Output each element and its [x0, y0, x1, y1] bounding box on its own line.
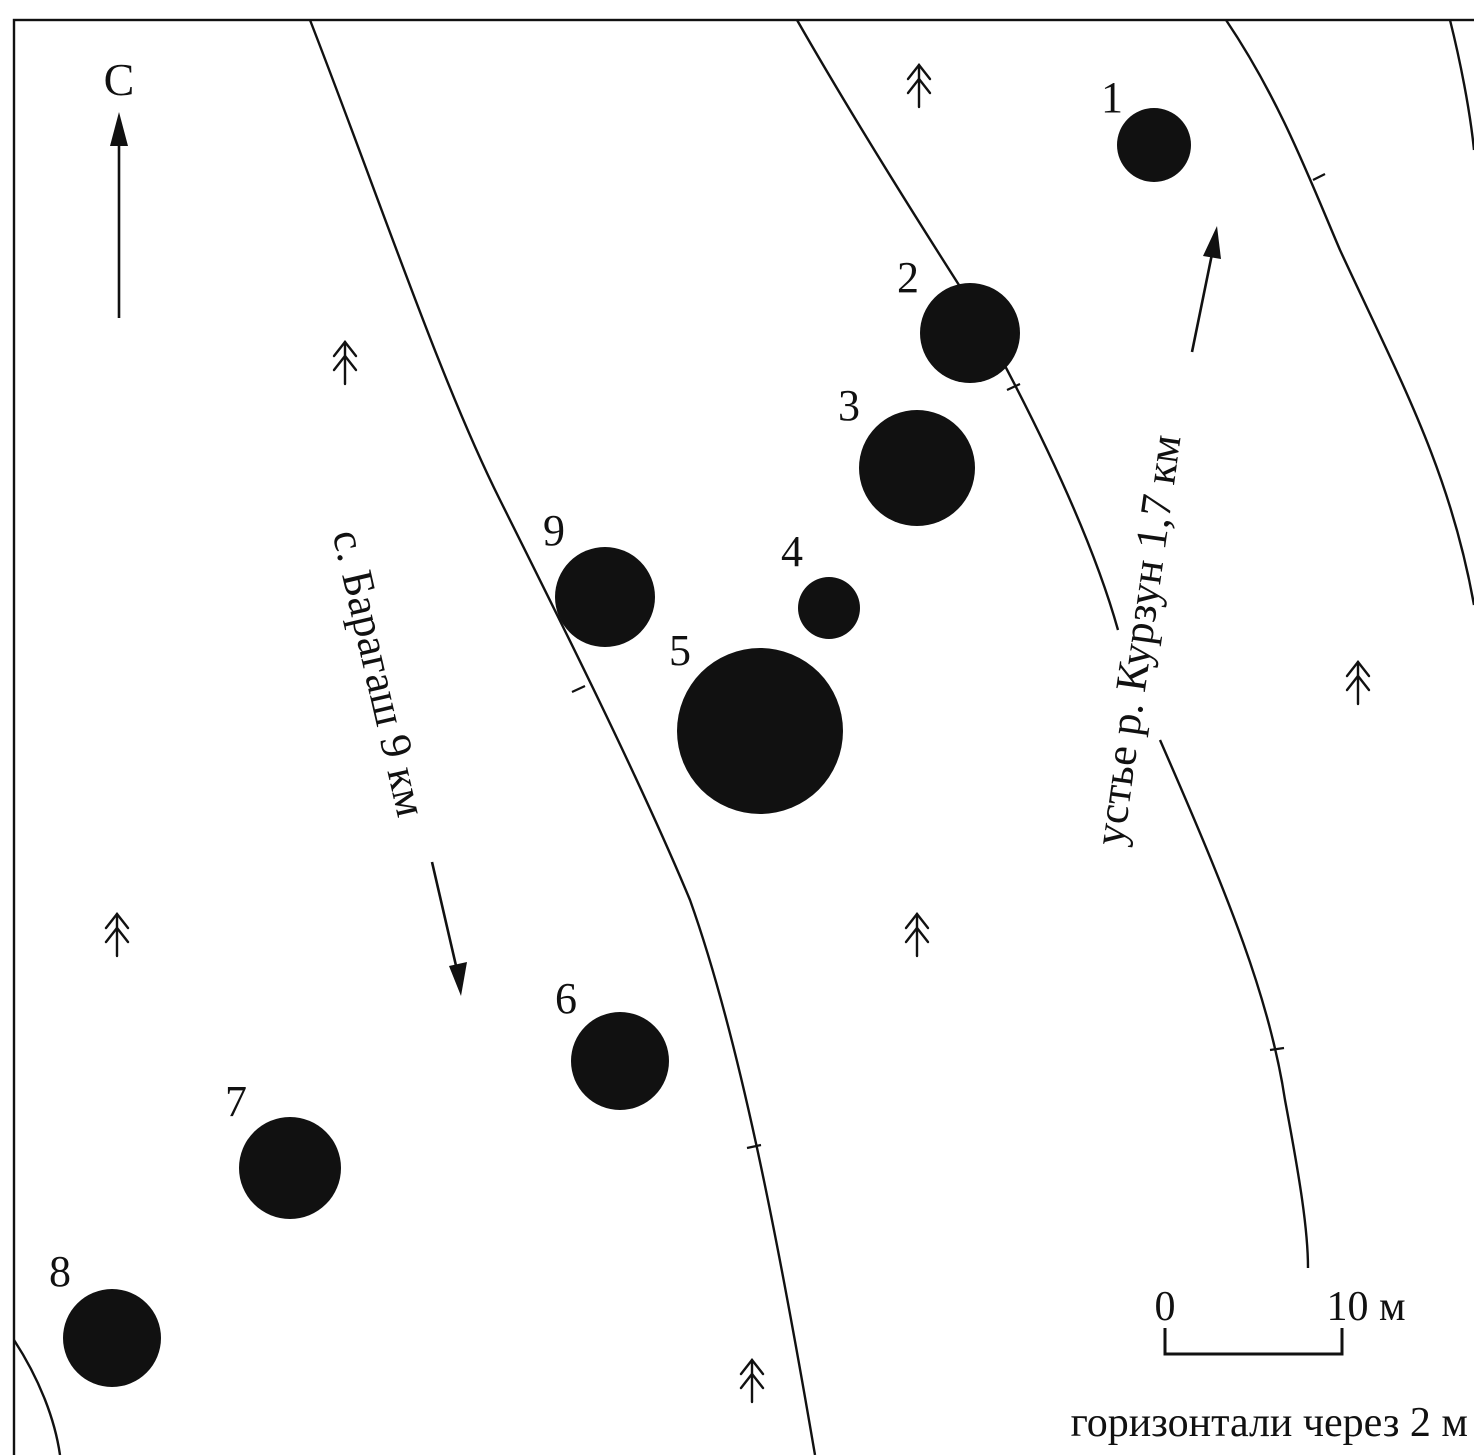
mound-3: [859, 410, 975, 526]
mound-2: [920, 283, 1020, 383]
mound-9: [555, 547, 655, 647]
mound-1: [1117, 108, 1191, 182]
contour-line: [1448, 19, 1474, 151]
mound-label: 5: [669, 626, 691, 675]
contour-line: [308, 19, 817, 1455]
vegetation-icon: [904, 912, 930, 958]
map-frame: [12, 18, 1474, 1455]
vegetation-icon: [739, 1358, 765, 1404]
vegetation-icon: [1345, 660, 1371, 706]
contour-line: [12, 1339, 62, 1455]
mound-label: 7: [225, 1077, 247, 1126]
mound-label: 2: [897, 253, 919, 302]
contour-tick: [571, 685, 586, 693]
scale-start-label: 0: [1155, 1284, 1176, 1330]
direction-arrow-icon: [1190, 226, 1221, 353]
route-baragash: с. Барагаш 9 км: [323, 525, 437, 821]
vegetation-icon: [332, 340, 358, 386]
contour-tick: [1269, 1046, 1285, 1052]
contour-tick: [1006, 383, 1021, 391]
mound-4: [798, 577, 860, 639]
mound-7: [239, 1117, 341, 1219]
mound-label: 3: [838, 381, 860, 430]
mound-8: [63, 1289, 161, 1387]
contour-line: [1158, 739, 1310, 1269]
route-kurzun: устье р. Курзун 1,7 км: [1084, 432, 1190, 849]
contour-line: [1225, 19, 1474, 606]
contour-tick: [1312, 173, 1326, 181]
mound-label: 9: [543, 506, 565, 555]
mound-6: [571, 1012, 669, 1110]
mound-5: [677, 648, 843, 814]
route-baragash-label: с. Барагаш 9 км: [323, 525, 437, 821]
contour-tick: [746, 1143, 762, 1150]
mound-label: 8: [49, 1247, 71, 1296]
mound-label: 4: [781, 527, 803, 576]
direction-arrow-icon: [430, 861, 467, 996]
mound-label: 6: [555, 974, 577, 1023]
scale-end-label: 10 м: [1326, 1284, 1405, 1330]
route-kurzun-label: устье р. Курзун 1,7 км: [1084, 432, 1190, 849]
scale-bar: 0 10 м: [1155, 1284, 1406, 1356]
mound-label: 1: [1101, 73, 1123, 122]
north-arrow-icon: [110, 112, 128, 318]
north-label: С: [104, 54, 135, 105]
vegetation-icon: [906, 63, 932, 109]
vegetation-icon: [104, 912, 130, 958]
contour-interval-caption: горизонтали через 2 м: [1071, 1400, 1468, 1446]
